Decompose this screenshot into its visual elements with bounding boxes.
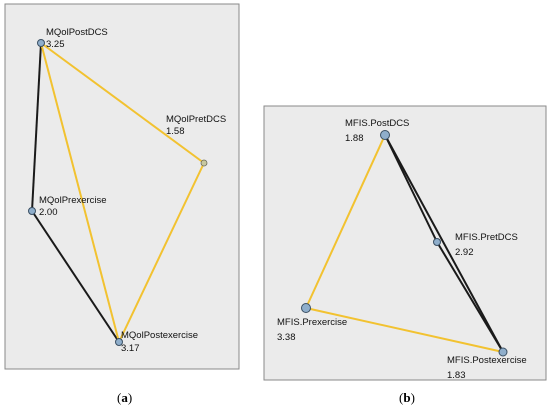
panel-a-background — [4, 3, 240, 370]
node-b-pret_dcs-name: MFIS.PretDCS — [455, 232, 518, 243]
panel-b-caption: (b) — [399, 390, 415, 405]
panel-a-caption-close: ) — [128, 390, 132, 405]
node-a-pret_dcs-name: MQolPretDCS — [166, 114, 226, 125]
node-b-pret_dcs — [433, 238, 441, 246]
edge-b-post_dcs-prexercise — [305, 134, 386, 309]
node-b-prexercise-name: MFIS.Prexercise — [277, 317, 347, 328]
edge-a-post_dcs-prexercise — [31, 42, 42, 212]
panel-b-caption-letter: b — [403, 390, 410, 405]
node-a-post_dcs-value: 3.25 — [46, 39, 65, 50]
edge-a-prexercise-postexercise — [31, 210, 120, 343]
edge-a-post_dcs-pret_dcs — [40, 42, 205, 164]
panel-b-edges — [305, 134, 504, 353]
edge-b-post_dcs-pret_dcs — [384, 134, 438, 243]
panel-a-caption-open: ( — [117, 390, 121, 405]
panel-b-caption-close: ) — [411, 390, 415, 405]
panel-a: MQolPostDCS 3.25 MQolPretDCS 1.58 MQolPr… — [4, 3, 240, 370]
node-b-post_dcs — [380, 130, 390, 140]
node-a-prexercise — [28, 207, 36, 215]
node-b-prexercise — [301, 303, 311, 313]
panel-a-caption-letter: a — [121, 390, 128, 405]
node-a-post_dcs-name: MQolPostDCS — [46, 27, 108, 38]
node-a-prexercise-name: MQolPrexercise — [39, 195, 107, 206]
node-b-prexercise-value: 3.38 — [277, 332, 296, 343]
edge-b-pret_dcs-postexercise — [436, 241, 504, 353]
node-b-postexercise-name: MFIS.Postexercise — [447, 355, 527, 366]
edge-a-post_dcs-postexercise — [40, 42, 120, 343]
node-a-pret_dcs-value: 1.58 — [166, 126, 185, 137]
node-a-prexercise-value: 2.00 — [39, 207, 58, 218]
node-a-postexercise-name: MQolPostexercise — [121, 330, 198, 341]
node-b-pret_dcs-value: 2.92 — [455, 247, 474, 258]
panel-b: MFIS.PostDCS 1.88 MFIS.PretDCS 2.92 MFIS… — [263, 105, 547, 381]
node-b-post_dcs-name: MFIS.PostDCS — [345, 118, 409, 129]
node-b-post_dcs-value: 1.88 — [345, 133, 364, 144]
node-a-post_dcs — [37, 39, 45, 47]
panel-a-edges — [31, 42, 205, 343]
node-a-postexercise-value: 3.17 — [121, 343, 140, 354]
panel-a-caption: (a) — [117, 390, 132, 405]
node-b-postexercise — [498, 347, 508, 357]
edge-b-prexercise-postexercise — [305, 307, 504, 353]
panel-b-background — [263, 105, 547, 381]
node-a-postexercise — [115, 338, 123, 346]
node-b-postexercise-value: 1.83 — [447, 370, 466, 381]
panel-b-caption-open: ( — [399, 390, 403, 405]
edge-a-pret_dcs-postexercise — [118, 162, 205, 343]
edge-b-post_dcs-postexercise — [384, 134, 504, 353]
node-a-pret_dcs — [200, 159, 208, 167]
